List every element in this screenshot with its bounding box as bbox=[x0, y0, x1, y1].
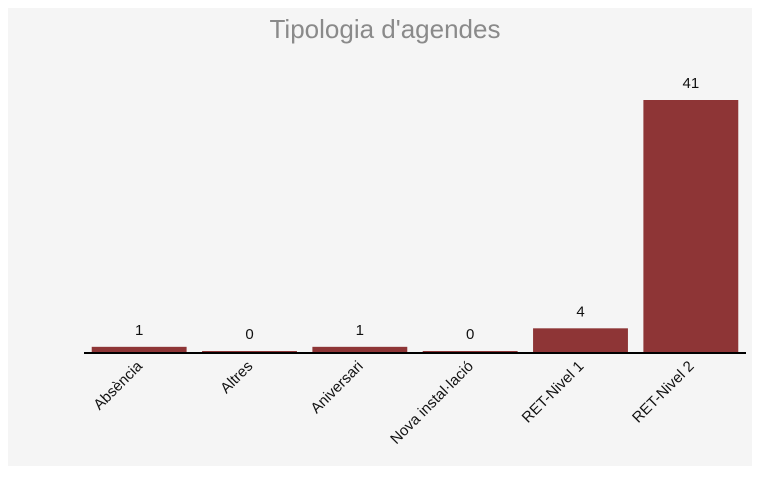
chart-title: Tipologia d'agendes bbox=[270, 14, 501, 44]
bar bbox=[643, 100, 739, 353]
value-label: 4 bbox=[576, 303, 584, 320]
chart-background bbox=[8, 8, 752, 466]
bar bbox=[312, 346, 408, 353]
value-label: 0 bbox=[245, 326, 253, 343]
value-label: 41 bbox=[682, 75, 699, 92]
bar bbox=[533, 328, 628, 353]
value-label: 1 bbox=[135, 322, 143, 339]
value-label: 1 bbox=[356, 322, 364, 339]
value-label: 0 bbox=[466, 326, 474, 343]
bar bbox=[91, 346, 187, 353]
